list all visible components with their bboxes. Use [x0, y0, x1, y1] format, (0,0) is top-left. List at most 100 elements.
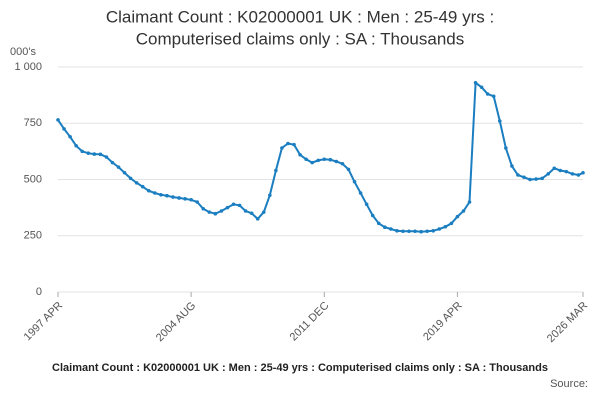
data-point	[292, 142, 296, 147]
data-point	[165, 193, 169, 198]
data-point	[431, 229, 436, 233]
data-point	[213, 211, 218, 216]
data-point	[455, 214, 460, 219]
data-point	[177, 196, 181, 200]
data-point	[516, 173, 520, 177]
data-point	[304, 157, 308, 162]
data-point	[570, 172, 575, 176]
data-point	[56, 118, 60, 122]
data-point	[86, 151, 91, 155]
data-point	[340, 161, 345, 166]
y-tick-label: 0	[36, 286, 42, 298]
data-point	[358, 191, 363, 195]
x-tick-label: 2004 AUG	[154, 300, 198, 344]
x-tick-label: 2019 APR	[421, 300, 465, 344]
data-point	[383, 225, 387, 229]
data-point	[334, 159, 339, 164]
data-point	[207, 210, 212, 214]
data-point	[473, 80, 478, 85]
data-point	[413, 229, 417, 234]
data-point	[449, 221, 454, 226]
data-point	[116, 165, 121, 169]
data-point	[98, 152, 103, 157]
data-point	[528, 177, 532, 182]
data-point	[249, 211, 254, 216]
data-point	[110, 160, 115, 165]
data-point	[268, 193, 272, 198]
source: Source:	[550, 378, 588, 390]
data-point	[310, 160, 314, 165]
data-point	[364, 202, 369, 207]
data-point	[140, 184, 145, 189]
data-point	[504, 146, 508, 150]
data-point	[183, 197, 187, 201]
data-point	[352, 179, 357, 184]
x-tick-label: 1997 APR	[22, 300, 66, 344]
data-point	[104, 155, 109, 159]
data-point	[564, 169, 569, 174]
data-point	[437, 227, 442, 231]
y-tick-label: 500	[24, 173, 42, 185]
data-point	[280, 146, 284, 150]
data-point	[128, 176, 133, 181]
data-point	[189, 197, 193, 202]
data-point	[497, 119, 502, 123]
data-line	[57, 80, 584, 233]
data-point	[316, 158, 321, 163]
data-point	[159, 193, 163, 197]
data-point	[92, 152, 97, 156]
data-point	[225, 205, 230, 210]
data-point	[286, 141, 290, 146]
data-point	[68, 134, 72, 139]
footer: Claimant Count : K02000001 UK : Men : 25…	[52, 362, 548, 374]
data-point	[74, 143, 78, 148]
data-point	[255, 217, 260, 221]
data-point	[237, 203, 242, 208]
data-point	[134, 181, 139, 185]
data-point	[328, 157, 333, 162]
data-point	[80, 149, 85, 154]
data-point	[322, 157, 327, 162]
data-point	[346, 167, 351, 172]
data-point	[540, 176, 544, 181]
data-point	[510, 164, 514, 168]
data-point	[491, 94, 496, 99]
data-point	[443, 224, 448, 229]
data-point	[376, 221, 381, 226]
y-tick-label: 250	[24, 230, 42, 242]
chart-title: Computerised claims only : SA : Thousand…	[136, 29, 465, 48]
x-tick-label: 2011 DEC	[288, 300, 332, 344]
data-point	[62, 127, 66, 131]
data-point	[389, 227, 393, 231]
data-point	[243, 209, 248, 213]
data-point	[370, 213, 375, 218]
data-point	[201, 206, 206, 211]
x-tick-label: 2026 MAR	[545, 300, 590, 345]
data-point	[401, 229, 405, 234]
data-point	[298, 152, 302, 157]
chart-title: Claimant Count : K02000001 UK : Men : 25…	[106, 7, 494, 26]
y-tick-label: 750	[24, 117, 42, 129]
y-unit: 000's	[10, 46, 36, 58]
data-point	[219, 209, 224, 213]
data-point	[534, 177, 538, 181]
data-point	[153, 191, 157, 195]
data-point	[274, 168, 278, 173]
data-point	[395, 229, 399, 233]
data-point	[576, 173, 581, 177]
data-point	[425, 229, 429, 234]
data-point	[146, 188, 151, 193]
data-point	[581, 170, 585, 175]
y-tick-label: 1 000	[14, 61, 42, 73]
data-point	[546, 172, 551, 176]
data-point	[419, 229, 423, 234]
data-point	[261, 210, 266, 214]
data-point	[122, 170, 127, 175]
data-point	[195, 200, 199, 204]
data-point	[467, 200, 472, 204]
data-point	[231, 202, 236, 207]
data-point	[522, 175, 526, 180]
data-point	[558, 168, 563, 173]
data-point	[171, 195, 175, 199]
